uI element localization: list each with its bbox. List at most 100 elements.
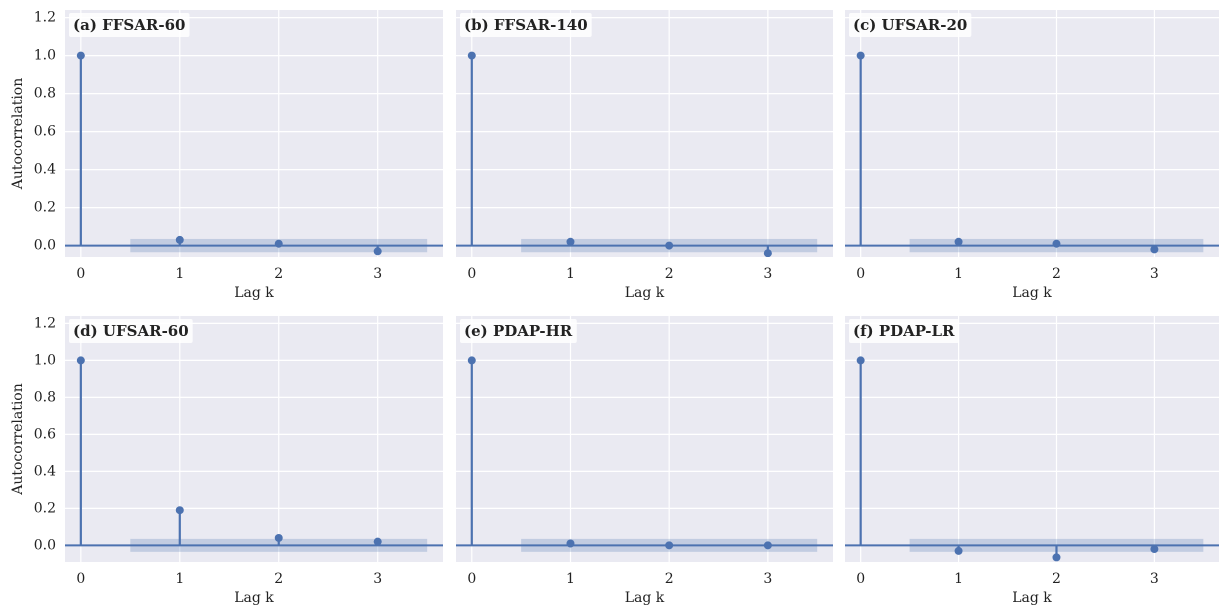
stem-marker	[954, 546, 963, 555]
x-tick-label: 3	[373, 266, 382, 282]
plot-clip	[845, 51, 1219, 254]
x-tick-label: 0	[856, 571, 865, 587]
stem-marker	[467, 356, 476, 365]
stem-marker	[1150, 245, 1159, 254]
subplot: 0 1 2 3 (f) PDAP-LR Lag k	[845, 316, 1219, 606]
subplot: 0.0 0.2 0.4 0.6 0.8 1.0 1.2 0 1 2 3 (a) FFSAR-60 Lag…	[10, 10, 443, 301]
y-tick-label: 1.2	[34, 10, 56, 26]
subplot-title: (d) UFSAR-60	[73, 322, 189, 340]
x-tick-label: 3	[763, 266, 772, 282]
stem-marker	[665, 541, 674, 550]
y-tick-label: 0.6	[34, 124, 56, 140]
stem-marker	[856, 356, 865, 365]
y-tick-label: 0.0	[34, 537, 56, 553]
plot-clip	[65, 356, 443, 552]
stem-marker	[274, 533, 283, 542]
subplot: 0 1 2 3 (e) PDAP-HR Lag k	[456, 316, 833, 606]
x-tick-label: 1	[566, 266, 575, 282]
plot-clip	[456, 51, 833, 257]
y-tick-label: 0.4	[34, 463, 56, 479]
x-tick-label: 3	[1150, 571, 1159, 587]
stem-marker	[763, 249, 772, 257]
stem-marker	[76, 356, 85, 365]
stem-marker	[1052, 553, 1061, 562]
title-box	[460, 13, 592, 37]
y-tick-label: 0.8	[34, 86, 56, 102]
stem-marker	[175, 235, 184, 244]
x-tick-label: 2	[1052, 266, 1061, 282]
x-axis-label: Lag k	[625, 285, 665, 301]
x-tick-label: 2	[665, 266, 674, 282]
y-tick-label: 0.2	[34, 500, 56, 516]
y-tick-label: 0.4	[34, 162, 56, 178]
stem-marker	[373, 247, 382, 256]
y-tick-label: 0.8	[34, 389, 56, 405]
stem-marker	[665, 241, 674, 250]
title-box	[460, 319, 577, 343]
x-tick-label: 0	[856, 266, 865, 282]
plot-area	[65, 316, 443, 562]
stem-marker	[1052, 239, 1061, 248]
y-tick-label: 0.6	[34, 426, 56, 442]
x-axis-label: Lag k	[625, 590, 665, 606]
stem-marker	[856, 51, 865, 60]
plot-area	[456, 316, 833, 562]
x-tick-label: 0	[467, 571, 476, 587]
plot-clip	[65, 51, 443, 256]
x-tick-label: 1	[175, 571, 184, 587]
subplot-title: (a) FFSAR-60	[73, 16, 185, 34]
title-box	[69, 319, 193, 343]
stem-marker	[566, 539, 575, 548]
x-tick-label: 1	[954, 266, 963, 282]
stem-marker	[763, 541, 772, 550]
subplot: 0 1 2 3 (c) UFSAR-20 Lag k	[845, 10, 1219, 301]
plot-area	[65, 10, 443, 257]
y-tick-label: 1.0	[34, 48, 56, 64]
x-axis-label: Lag k	[1012, 285, 1052, 301]
subplot: 0.0 0.2 0.4 0.6 0.8 1.0 1.2 0 1 2 3 (d) UFSAR-60 Lag…	[10, 315, 443, 606]
y-axis-label: Autocorrelation	[10, 78, 26, 191]
y-axis-label: Autocorrelation	[10, 383, 26, 496]
x-axis-label: Lag k	[234, 285, 274, 301]
subplot-title: (b) FFSAR-140	[464, 16, 588, 34]
stem-marker	[467, 51, 476, 60]
stem-marker	[954, 237, 963, 246]
title-box	[849, 319, 960, 343]
x-tick-label: 3	[763, 571, 772, 587]
subplot-title: (c) UFSAR-20	[853, 16, 967, 34]
plot-area	[845, 10, 1219, 257]
x-tick-label: 3	[373, 571, 382, 587]
x-tick-label: 0	[76, 266, 85, 282]
x-tick-label: 0	[467, 266, 476, 282]
x-tick-label: 0	[76, 571, 85, 587]
y-tick-label: 0.2	[34, 200, 56, 216]
y-tick-label: 1.2	[34, 315, 56, 331]
stem-marker	[1150, 545, 1159, 554]
plot-area	[845, 316, 1219, 562]
x-axis-label: Lag k	[1012, 590, 1052, 606]
x-tick-label: 2	[274, 266, 283, 282]
subplot: 0 1 2 3 (b) FFSAR-140 Lag k	[456, 10, 833, 301]
x-axis-label: Lag k	[234, 590, 274, 606]
x-tick-label: 2	[274, 571, 283, 587]
stem-marker	[566, 237, 575, 246]
stem-marker	[175, 506, 184, 515]
x-tick-label: 3	[1150, 266, 1159, 282]
subplot-title: (e) PDAP-HR	[464, 322, 573, 340]
x-tick-label: 1	[954, 571, 963, 587]
plot-clip	[845, 356, 1219, 562]
y-tick-label: 1.0	[34, 352, 56, 368]
x-tick-label: 2	[665, 571, 674, 587]
plot-area	[456, 10, 833, 257]
stem-marker	[76, 51, 85, 60]
y-tick-label: 0.0	[34, 238, 56, 254]
x-tick-label: 1	[175, 266, 184, 282]
x-tick-label: 2	[1052, 571, 1061, 587]
title-box	[849, 13, 972, 37]
subplot-title: (f) PDAP-LR	[853, 322, 955, 340]
title-box	[69, 13, 190, 37]
stem-marker	[373, 537, 382, 546]
plot-clip	[456, 356, 833, 552]
stem-marker	[274, 239, 283, 248]
